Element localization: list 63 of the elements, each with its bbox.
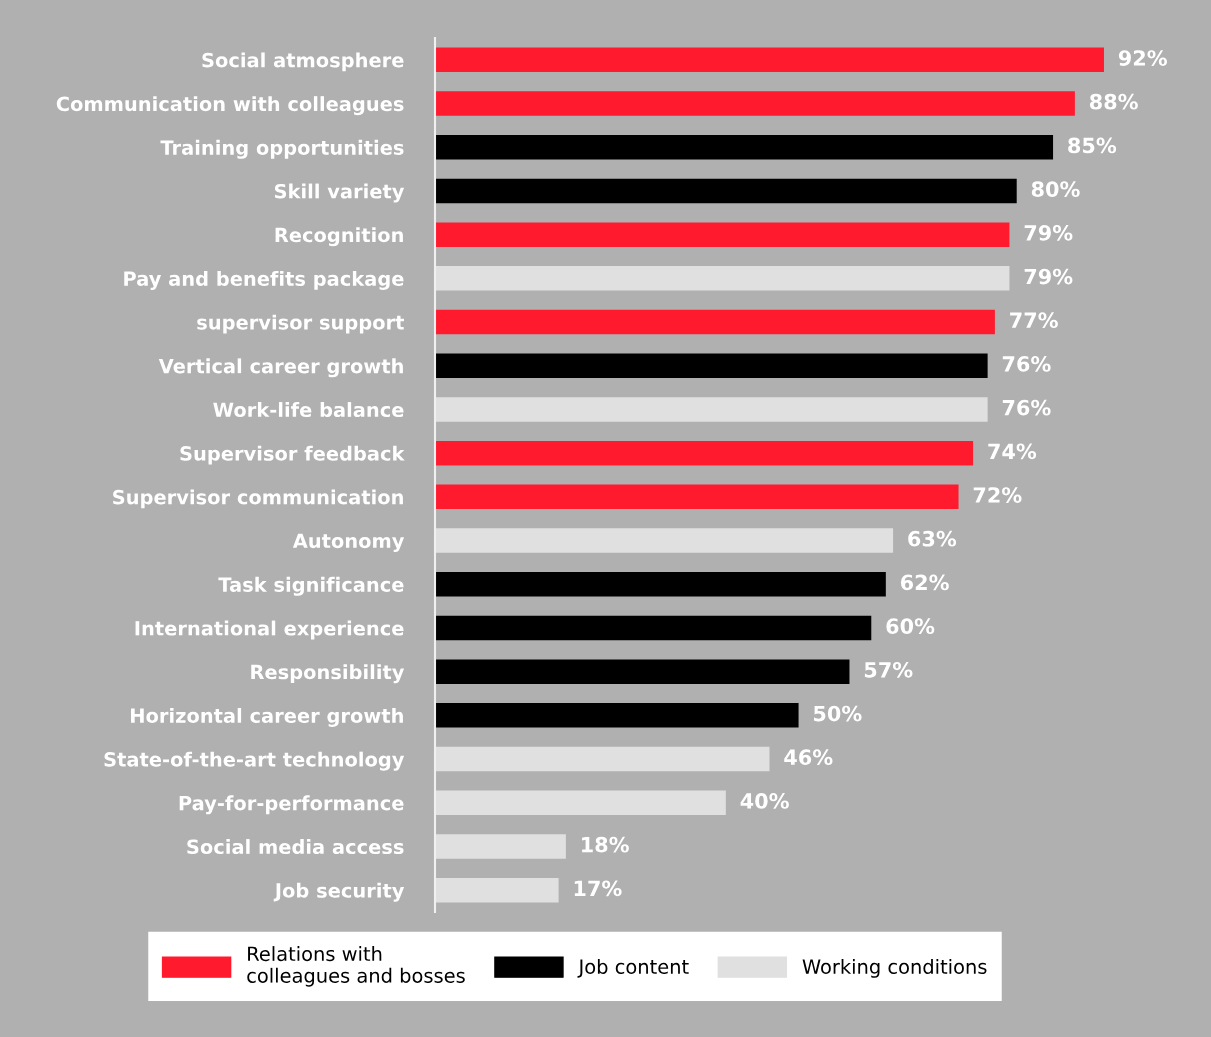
bar [435, 659, 850, 684]
bar [435, 266, 1010, 291]
data-label: 72% [973, 487, 1022, 503]
data-label: 18% [582, 836, 629, 853]
y-tick-label: Pay and benefits package [124, 270, 404, 290]
y-tick-label: Work-life balance [213, 402, 404, 418]
data-label: 79% [1024, 224, 1073, 241]
bar [435, 746, 770, 772]
bar [435, 353, 988, 378]
y-tick-label: Recognition [275, 227, 403, 247]
legend-label: Relations with colleagues and bosses [247, 946, 465, 987]
y-tick-label: Supervisor feedback [180, 445, 405, 465]
data-label: 50% [813, 705, 862, 722]
y-tick-label: Pay-for-performance [179, 795, 404, 815]
legend-label: Working conditions [802, 958, 987, 978]
y-tick-label: Communication with colleagues [56, 96, 404, 116]
y-tick-label: International experience [135, 620, 404, 640]
data-label: 63% [908, 530, 957, 547]
y-tick-label: Vertical career growth [158, 358, 403, 378]
bar [435, 309, 995, 335]
bar [435, 790, 726, 815]
y-tick-label: Training opportunities [160, 139, 404, 159]
y-tick-label: supervisor support [197, 314, 405, 334]
data-label: 85% [1068, 137, 1117, 154]
data-label: 76% [1002, 356, 1051, 372]
y-tick-label: Job security [273, 882, 405, 902]
data-label: 92% [1118, 50, 1167, 66]
y-tick-label: Responsibility [251, 664, 405, 684]
data-label: 57% [864, 661, 913, 678]
data-label: 80% [1031, 181, 1080, 197]
data-label: 77% [1010, 312, 1058, 329]
y-tick-label: Social media access [187, 839, 404, 855]
bar [435, 877, 559, 903]
bar [435, 484, 959, 510]
y-tick-label: Horizontal career growth [131, 707, 403, 727]
bar [435, 222, 1010, 247]
bar [435, 440, 974, 466]
bar [435, 47, 1104, 73]
bar [435, 135, 1054, 160]
y-tick-label: Autonomy [292, 533, 405, 553]
bar [435, 178, 1017, 204]
y-tick-label: Task significance [218, 576, 404, 596]
legend-label: Job content [577, 958, 689, 978]
data-label: 17% [574, 880, 622, 897]
data-label: 88% [1089, 93, 1138, 110]
bar [435, 528, 894, 553]
data-label: 62% [900, 574, 949, 591]
y-tick-label: Supervisor communication [113, 489, 403, 509]
bar [435, 834, 566, 859]
bar [435, 397, 988, 422]
y-tick-label: Skill variety [274, 183, 405, 203]
bar [435, 91, 1075, 116]
data-label: 60% [886, 618, 935, 634]
y-tick-label: State-of-the-art technology [104, 751, 405, 771]
bar [435, 572, 886, 597]
data-label: 76% [1002, 399, 1051, 416]
data-label: 46% [784, 749, 833, 766]
bar [435, 615, 872, 641]
data-label: 79% [1024, 268, 1073, 285]
y-tick-label: Social atmosphere [202, 52, 404, 72]
bar [435, 703, 799, 728]
data-label: 74% [988, 443, 1037, 460]
data-label: 40% [740, 793, 789, 809]
